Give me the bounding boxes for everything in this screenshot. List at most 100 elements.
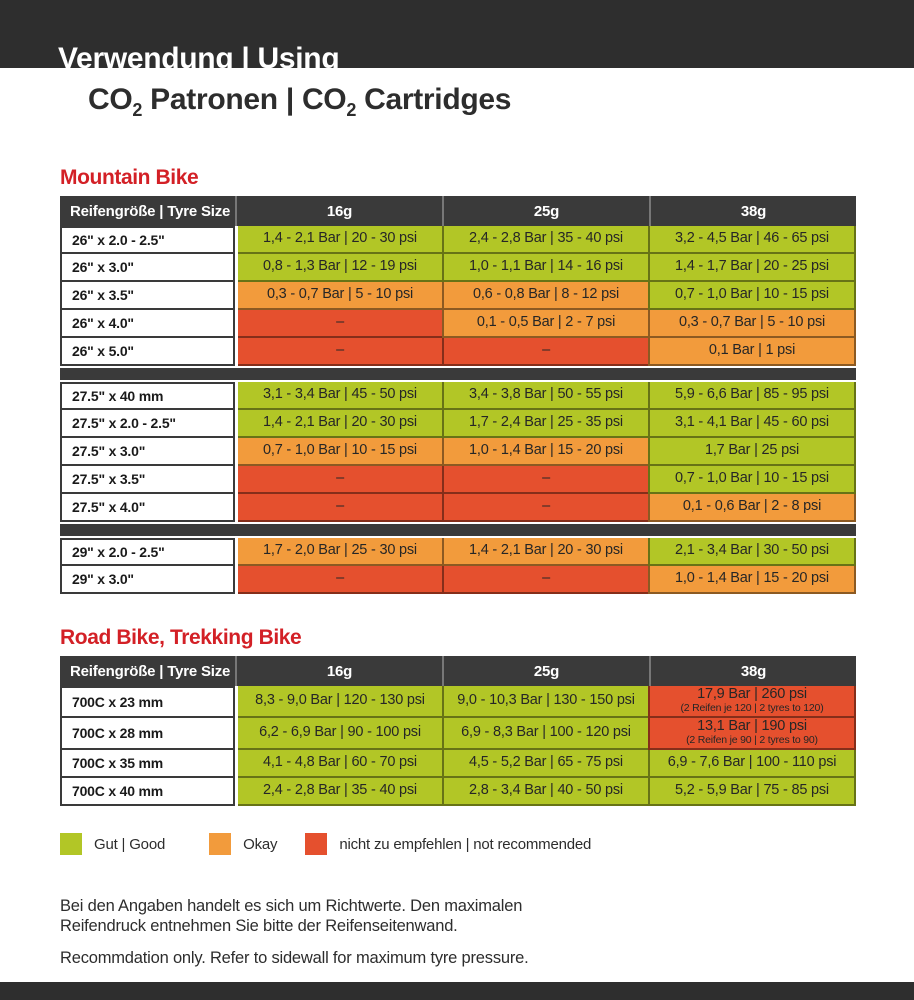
table-row: 26" x 3.5" 0,3 - 0,7 Bar | 5 - 10 psi 0,6 … <box>60 282 856 310</box>
pressure-value: – <box>336 470 344 487</box>
pressure-cell: 3,2 - 4,5 Bar | 46 - 65 psi <box>648 226 856 254</box>
tyre-size-cell: 27.5" x 3.0" <box>60 438 235 466</box>
row-group: 700C x 23 mm 8,3 - 9,0 Bar | 120 - 130 ps… <box>60 686 856 806</box>
top-header-band: Verwendung | Using <box>0 0 914 68</box>
pressure-cell: 4,1 - 4,8 Bar | 60 - 70 psi <box>238 750 442 778</box>
pressure-cell: 0,1 - 0,6 Bar | 2 - 8 psi <box>648 494 856 522</box>
pressure-value: 2,4 - 2,8 Bar | 35 - 40 psi <box>469 230 623 247</box>
pressure-cell: 9,0 - 10,3 Bar | 130 - 150 psi <box>442 686 648 718</box>
tyre-size-cell: 700C x 35 mm <box>60 750 235 778</box>
pressure-value: – <box>542 470 550 487</box>
subtitle-text: Cartridges <box>356 83 512 116</box>
pressure-cell: 1,4 - 2,1 Bar | 20 - 30 psi <box>442 538 648 566</box>
pressure-cell: 6,9 - 7,6 Bar | 100 - 110 psi <box>648 750 856 778</box>
pressure-cell: 13,1 Bar | 190 psi (2 Reifen je 90 | 2 ty… <box>648 718 856 750</box>
section-separator-bar <box>60 368 856 380</box>
pressure-cell: 8,3 - 9,0 Bar | 120 - 130 psi <box>238 686 442 718</box>
bottom-footer-band <box>0 982 914 1000</box>
pressure-cell: – <box>442 494 648 522</box>
tyre-size-cell: 26" x 5.0" <box>60 338 235 366</box>
pressure-cell: 1,0 - 1,4 Bar | 15 - 20 psi <box>442 438 648 466</box>
table-row: 26" x 3.0" 0,8 - 1,3 Bar | 12 - 19 psi 1,0… <box>60 254 856 282</box>
pressure-cell: 5,9 - 6,6 Bar | 85 - 95 psi <box>648 382 856 410</box>
column-header-25g: 25g <box>442 656 649 686</box>
subtitle-subscript: 2 <box>132 100 143 120</box>
pressure-value: 4,1 - 4,8 Bar | 60 - 70 psi <box>263 754 417 771</box>
pressure-value: 6,9 - 7,6 Bar | 100 - 110 psi <box>667 754 837 771</box>
tyre-size-cell: 27.5" x 4.0" <box>60 494 235 522</box>
column-header-25g: 25g <box>442 196 649 226</box>
pressure-cell: 5,2 - 5,9 Bar | 75 - 85 psi <box>648 778 856 806</box>
pressure-cell: 0,7 - 1,0 Bar | 10 - 15 psi <box>648 466 856 494</box>
legend-label: nicht zu empfehlen | not recommended <box>339 835 592 853</box>
row-group: 26" x 2.0 - 2.5" 1,4 - 2,1 Bar | 20 - 30 … <box>60 226 856 366</box>
legend: Gut | Good Okay nicht zu empfehlen | not r… <box>60 833 591 855</box>
pressure-cell: 0,3 - 0,7 Bar | 5 - 10 psi <box>648 310 856 338</box>
note-english: Recommdation only. Refer to sidewall for… <box>60 948 529 967</box>
legend-label: Okay <box>243 835 278 853</box>
pressure-value: – <box>542 570 550 587</box>
note-german: Bei den Angaben handelt es sich um Richt… <box>60 896 523 935</box>
pressure-cell: 0,3 - 0,7 Bar | 5 - 10 psi <box>238 282 442 310</box>
table-row: 27.5" x 2.0 - 2.5" 1,4 - 2,1 Bar | 20 - 3… <box>60 410 856 438</box>
pressure-cell: 3,4 - 3,8 Bar | 50 - 55 psi <box>442 382 648 410</box>
pressure-value: 0,3 - 0,7 Bar | 5 - 10 psi <box>678 314 826 331</box>
row-group: 29" x 2.0 - 2.5" 1,7 - 2,0 Bar | 25 - 30 … <box>60 538 856 594</box>
pressure-cell: 2,4 - 2,8 Bar | 35 - 40 psi <box>442 226 648 254</box>
pressure-cell: – <box>238 338 442 366</box>
pressure-value: 9,0 - 10,3 Bar | 130 - 150 psi <box>457 692 635 709</box>
pressure-cell: 3,1 - 4,1 Bar | 45 - 60 psi <box>648 410 856 438</box>
table-row: 26" x 5.0" – – 0,1 Bar | 1 psi <box>60 338 856 366</box>
tyre-size-cell: 29" x 2.0 - 2.5" <box>60 538 235 566</box>
column-header-16g: 16g <box>235 196 442 226</box>
pressure-value: 2,1 - 3,4 Bar | 30 - 50 psi <box>675 542 829 559</box>
pressure-cell: 2,4 - 2,8 Bar | 35 - 40 psi <box>238 778 442 806</box>
page-title: Verwendung | Using <box>58 42 340 68</box>
column-header-tyre-size: Reifengröße | Tyre Size <box>70 662 231 680</box>
pressure-value: – <box>542 498 550 515</box>
pressure-value: 5,9 - 6,6 Bar | 85 - 95 psi <box>675 386 829 403</box>
pressure-cell: 1,4 - 2,1 Bar | 20 - 30 psi <box>238 226 442 254</box>
tyre-size-cell: 26" x 3.5" <box>60 282 235 310</box>
tyre-size-cell: 26" x 4.0" <box>60 310 235 338</box>
pressure-cell: 0,1 Bar | 1 psi <box>648 338 856 366</box>
page-subtitle: CO2 Patronen | CO2 Cartridges <box>88 83 511 121</box>
table-row: 700C x 35 mm 4,1 - 4,8 Bar | 60 - 70 psi 4… <box>60 750 856 778</box>
pressure-cell: 1,4 - 1,7 Bar | 20 - 25 psi <box>648 254 856 282</box>
road-bike-table: Reifengröße | Tyre Size 16g 25g 38g 700C x 2… <box>60 656 856 806</box>
tyre-size-cell: 700C x 28 mm <box>60 718 235 750</box>
pressure-value: – <box>336 570 344 587</box>
pressure-cell: 1,0 - 1,4 Bar | 15 - 20 psi <box>648 566 856 594</box>
column-header-38g: 38g <box>649 196 856 226</box>
tyre-size-cell: 27.5" x 40 mm <box>60 382 235 410</box>
subtitle-text: CO <box>88 83 133 116</box>
pressure-value: 1,7 - 2,4 Bar | 25 - 35 psi <box>469 414 623 431</box>
pressure-value: 0,7 - 1,0 Bar | 10 - 15 psi <box>675 470 829 487</box>
legend-color-swatch-green <box>60 833 82 855</box>
pressure-value: 6,9 - 8,3 Bar | 100 - 120 psi <box>461 724 631 741</box>
column-header-38g: 38g <box>649 656 856 686</box>
table-row: 29" x 2.0 - 2.5" 1,7 - 2,0 Bar | 25 - 30 … <box>60 538 856 566</box>
table-row: 26" x 4.0" – 0,1 - 0,5 Bar | 2 - 7 psi 0,3 … <box>60 310 856 338</box>
table-header-row: Reifengröße | Tyre Size 16g 25g 38g <box>60 656 856 686</box>
pressure-cell: 0,7 - 1,0 Bar | 10 - 15 psi <box>238 438 442 466</box>
pressure-value: 3,2 - 4,5 Bar | 46 - 65 psi <box>675 230 829 247</box>
mountain-bike-section: Mountain Bike Reifengröße | Tyre Size 16g… <box>60 166 856 594</box>
pressure-subnote: (2 Reifen je 90 | 2 tyres to 90) <box>686 734 818 747</box>
pressure-value: 0,8 - 1,3 Bar | 12 - 19 psi <box>263 258 417 275</box>
column-header-tyre-size: Reifengröße | Tyre Size <box>70 202 231 220</box>
table-header-row: Reifengröße | Tyre Size 16g 25g 38g <box>60 196 856 226</box>
pressure-value: 0,1 Bar | 1 psi <box>708 342 796 359</box>
table-row: 700C x 23 mm 8,3 - 9,0 Bar | 120 - 130 ps… <box>60 686 856 718</box>
pressure-cell: 1,7 - 2,0 Bar | 25 - 30 psi <box>238 538 442 566</box>
pressure-cell: 3,1 - 3,4 Bar | 45 - 50 psi <box>238 382 442 410</box>
pressure-value: 1,4 - 2,1 Bar | 20 - 30 psi <box>263 230 417 247</box>
table-row: 27.5" x 3.5" – – 0,7 - 1,0 Bar | 10 - 15 ps… <box>60 466 856 494</box>
road-bike-section: Road Bike, Trekking Bike Reifengröße | T… <box>60 626 856 806</box>
pressure-cell: 0,8 - 1,3 Bar | 12 - 19 psi <box>238 254 442 282</box>
pressure-value: 0,3 - 0,7 Bar | 5 - 10 psi <box>266 286 414 303</box>
table-row: 700C x 28 mm 6,2 - 6,9 Bar | 90 - 100 psi… <box>60 718 856 750</box>
pressure-value: 3,1 - 3,4 Bar | 45 - 50 psi <box>263 386 417 403</box>
pressure-cell: 1,4 - 2,1 Bar | 20 - 30 psi <box>238 410 442 438</box>
tyre-size-cell: 29" x 3.0" <box>60 566 235 594</box>
